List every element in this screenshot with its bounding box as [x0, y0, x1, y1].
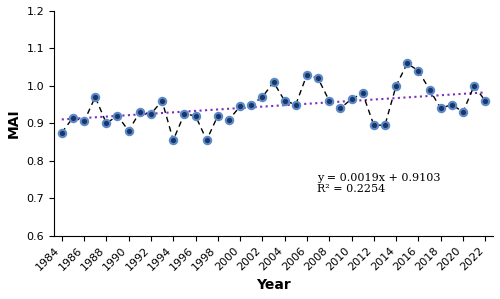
Point: [158, 98, 166, 103]
Point: [482, 98, 490, 103]
Point: [102, 121, 110, 126]
Point: [247, 102, 255, 107]
Point: [348, 97, 356, 101]
Point: [392, 83, 400, 88]
Point: [426, 87, 434, 92]
Point: [202, 138, 210, 143]
Point: [280, 98, 288, 103]
Text: y = 0.0019x + 0.9103
R² = 0.2254: y = 0.0019x + 0.9103 R² = 0.2254: [318, 173, 441, 194]
Point: [236, 104, 244, 109]
Point: [114, 113, 122, 118]
Point: [136, 110, 144, 115]
Point: [69, 115, 77, 120]
Point: [292, 102, 300, 107]
Point: [325, 98, 333, 103]
Point: [258, 95, 266, 100]
Point: [414, 68, 422, 73]
Point: [58, 130, 66, 135]
Point: [459, 110, 467, 115]
Point: [448, 102, 456, 107]
Point: [80, 119, 88, 124]
Point: [358, 91, 366, 96]
Point: [303, 72, 311, 77]
Point: [381, 123, 389, 128]
Point: [147, 112, 155, 116]
Point: [180, 112, 188, 116]
Point: [192, 113, 200, 118]
Point: [436, 106, 444, 111]
X-axis label: Year: Year: [256, 278, 291, 292]
Point: [470, 83, 478, 88]
Point: [370, 123, 378, 128]
Point: [270, 80, 278, 85]
Point: [336, 106, 344, 111]
Point: [214, 113, 222, 118]
Point: [169, 138, 177, 143]
Point: [225, 117, 233, 122]
Point: [91, 95, 99, 100]
Point: [403, 61, 411, 66]
Point: [314, 76, 322, 81]
Y-axis label: MAI: MAI: [7, 109, 21, 138]
Point: [124, 128, 132, 133]
